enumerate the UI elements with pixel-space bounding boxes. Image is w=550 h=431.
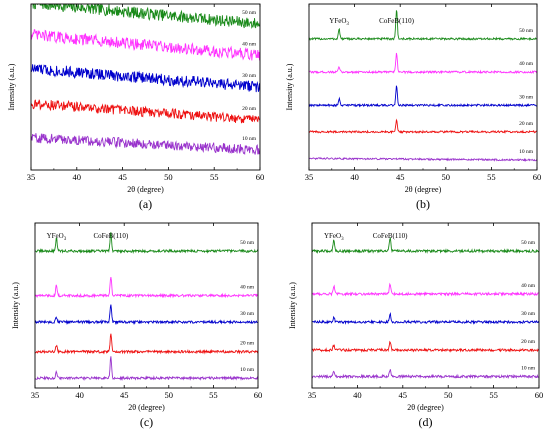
plot-area (31, 4, 260, 156)
x-tick-label: 55 (489, 390, 498, 400)
series-label: 20 nm (519, 121, 534, 127)
series-line (35, 356, 258, 382)
series-label: 50 nm (521, 240, 536, 246)
series-line (312, 282, 539, 297)
x-axis-label: 2θ (degree) (405, 185, 442, 194)
series-line (309, 118, 537, 135)
series-label: 30 nm (521, 311, 536, 317)
x-tick-label: 35 (27, 172, 36, 182)
x-tick-label: 55 (210, 172, 219, 182)
panel-label: (a) (139, 197, 152, 211)
series-line (35, 277, 258, 299)
x-tick-label: 45 (396, 172, 405, 182)
x-tick-label: 40 (73, 172, 82, 182)
panel-1: 50 nm 40 nm 30 nm 20 nm 10 nm 35 40 45 50 55 60 2θ … (7, 3, 265, 211)
series-label: 30 nm (240, 311, 255, 317)
y-axis-label: Intensity (a.u.) (11, 282, 20, 329)
x-tick-label: 50 (442, 172, 451, 182)
x-tick-label: 60 (256, 172, 265, 182)
series-label: 50 nm (240, 240, 255, 246)
x-tick-label: 40 (75, 390, 84, 400)
x-axis-label: 2θ (degree) (127, 185, 164, 194)
series-label: 10 nm (521, 365, 536, 371)
x-tick-label: 40 (353, 390, 362, 400)
series-label: 20 nm (242, 106, 257, 112)
x-tick-label: 50 (165, 390, 174, 400)
y-axis-label: Intensity (a.u.) (288, 282, 297, 329)
series-label: 50 nm (242, 10, 257, 16)
series-line (312, 237, 539, 255)
series-line (31, 4, 260, 29)
x-tick-label: 35 (308, 390, 317, 400)
series-line (35, 333, 258, 355)
panel-2: 50 nm 40 nm 30 nm 20 nm 10 nm 35 40 45 50 55 60 2θ … (285, 3, 542, 211)
x-tick-label: 60 (533, 172, 542, 182)
series-label: 30 nm (519, 94, 534, 100)
panel-label: (b) (416, 197, 430, 211)
series-line (35, 304, 258, 325)
x-tick-label: 60 (535, 390, 544, 400)
panel-label: (c) (140, 415, 153, 429)
series-label: 50 nm (519, 28, 534, 34)
plot-frame (34, 222, 259, 389)
plot-area (35, 232, 258, 382)
x-tick-label: 45 (120, 390, 129, 400)
series-label: 20 nm (521, 339, 536, 345)
x-tick-label: 40 (350, 172, 359, 182)
series-line (31, 133, 260, 156)
peak-label: CoFeB(110) (379, 17, 414, 25)
series-line (35, 232, 258, 254)
x-tick-label: 55 (487, 172, 496, 182)
x-tick-label: 35 (305, 172, 314, 182)
series-label: 30 nm (242, 73, 257, 79)
series-line (312, 340, 539, 353)
series-label: 20 nm (240, 341, 255, 347)
series-line (312, 369, 539, 380)
series-line (31, 29, 260, 61)
series-label: 40 nm (240, 285, 255, 291)
series-line (309, 85, 537, 108)
panel-label: (d) (419, 415, 433, 429)
panel-4: 50 nm 40 nm 30 nm 20 nm 10 nm 35 40 45 50 55 60 2θ … (288, 222, 544, 429)
series-label: 10 nm (519, 149, 534, 155)
panel-3: 50 nm 40 nm 30 nm 20 nm 10 nm 35 40 45 50 55 60 2θ … (11, 222, 263, 429)
x-axis-label: 2θ (degree) (407, 403, 444, 412)
peak-label: YFeO3 (47, 232, 67, 242)
x-axis-label: 2θ (degree) (128, 403, 165, 412)
series-label: 10 nm (240, 367, 255, 373)
series-line (31, 99, 260, 124)
plot-frame (311, 222, 540, 389)
x-tick-label: 50 (164, 172, 173, 182)
series-label: 10 nm (242, 136, 257, 142)
x-tick-label: 60 (254, 390, 263, 400)
x-tick-label: 50 (444, 390, 453, 400)
plot-area (312, 237, 539, 380)
y-axis-label: Intensity (a.u.) (285, 63, 294, 110)
peak-label: YFeO3 (324, 232, 344, 242)
peak-label: CoFeB(110) (93, 232, 128, 240)
series-label: 40 nm (521, 283, 536, 289)
series-line (309, 156, 537, 163)
x-tick-label: 45 (399, 390, 408, 400)
x-tick-label: 45 (118, 172, 127, 182)
series-label: 40 nm (519, 61, 534, 67)
x-tick-label: 35 (31, 390, 40, 400)
series-label: 40 nm (242, 41, 257, 47)
series-line (309, 52, 537, 75)
plot-frame (308, 3, 538, 171)
x-tick-label: 55 (209, 390, 218, 400)
peak-label: CoFeB(110) (373, 232, 408, 240)
plot-area (309, 10, 537, 163)
series-line (312, 311, 539, 325)
peak-label: YFeO3 (329, 17, 349, 27)
y-axis-label: Intensity (a.u.) (7, 63, 16, 110)
series-line (31, 64, 260, 93)
series-line (309, 10, 537, 42)
